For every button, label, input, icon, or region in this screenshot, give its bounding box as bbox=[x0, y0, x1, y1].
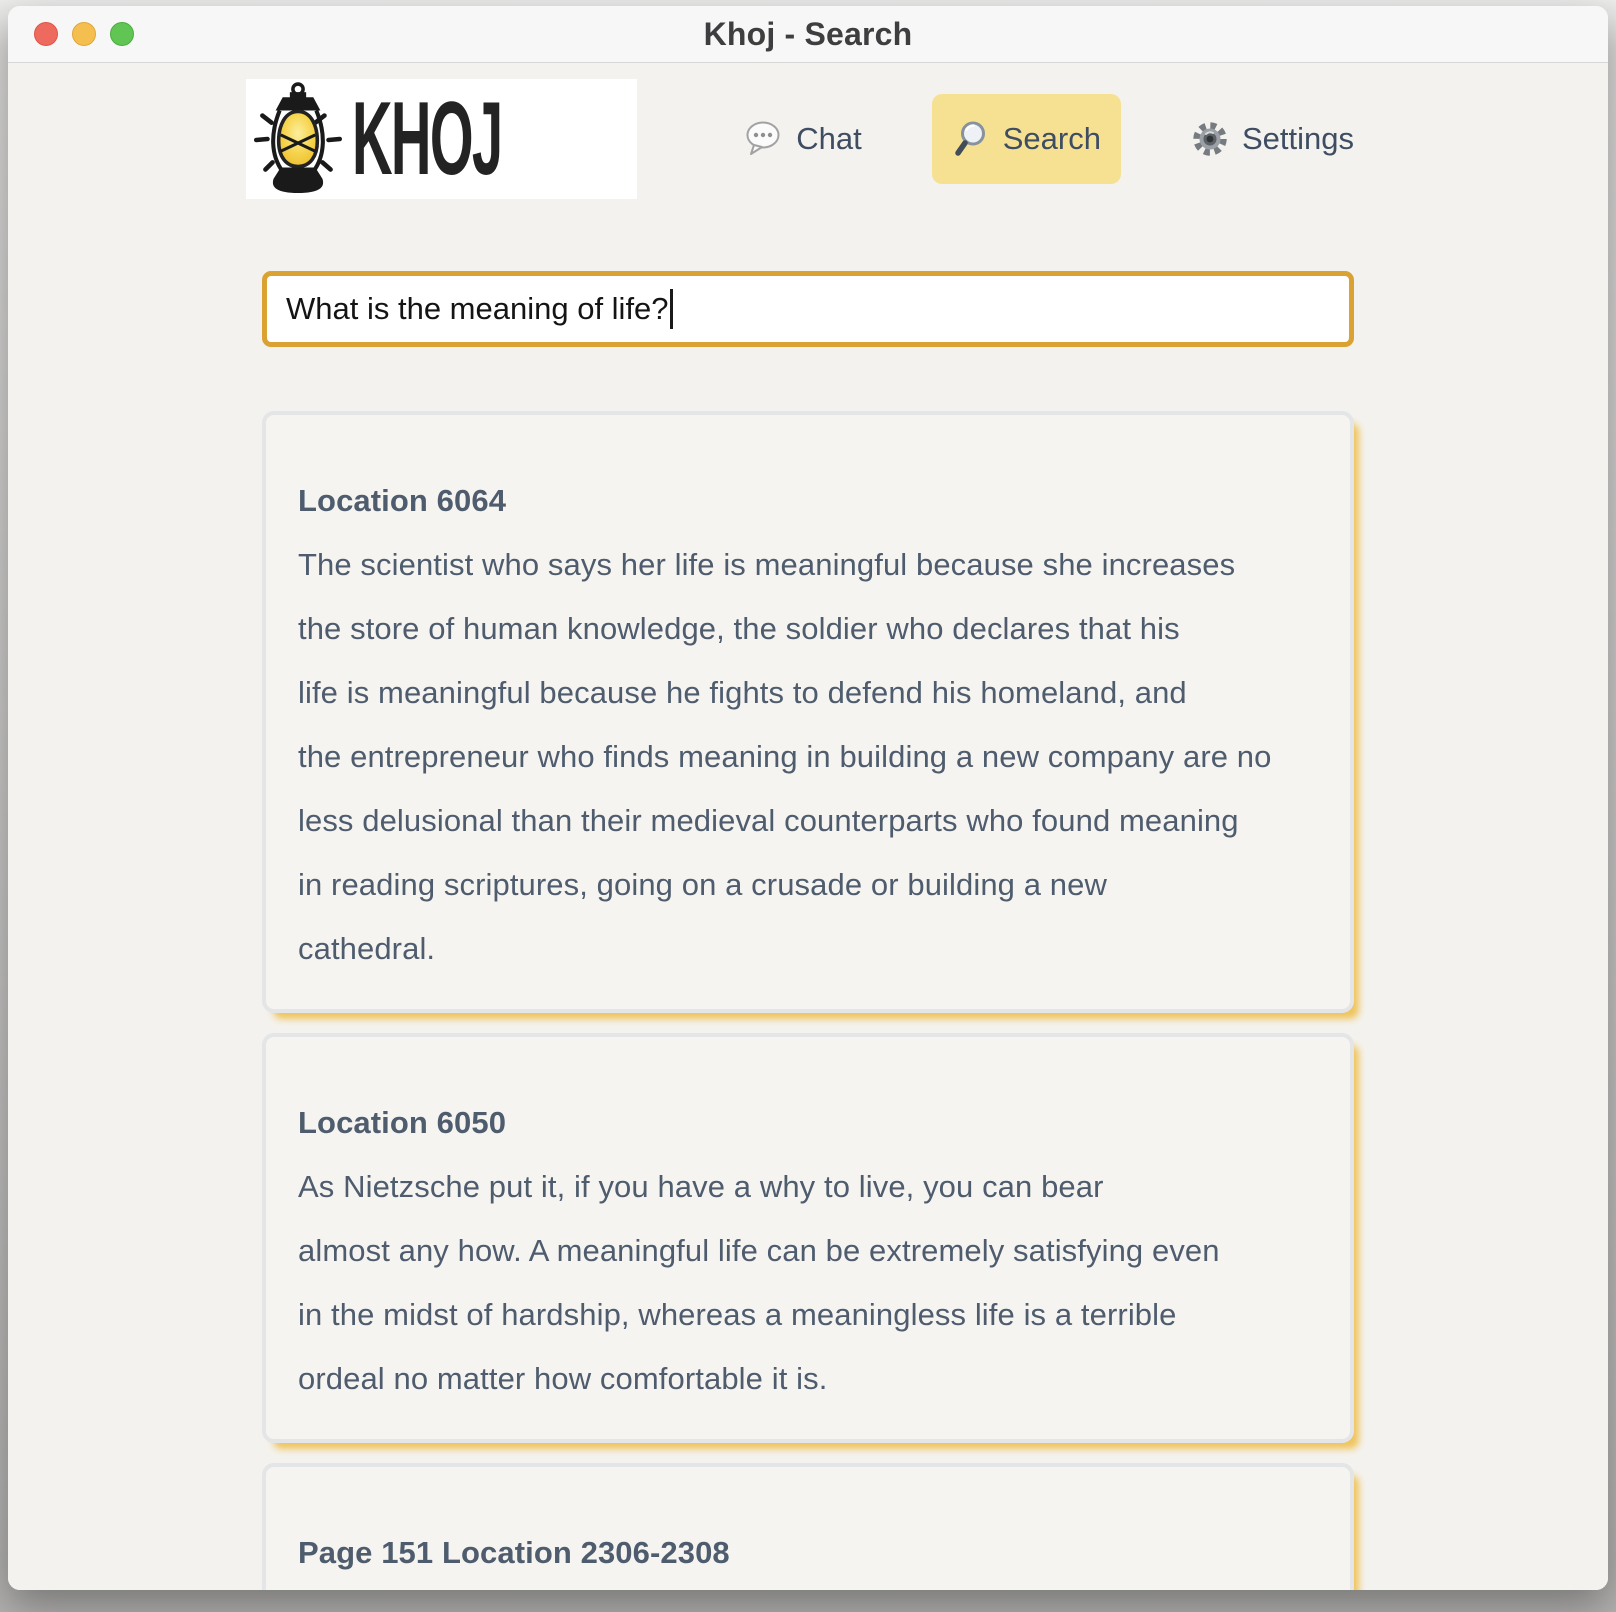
traffic-lights bbox=[34, 22, 134, 46]
result-line: the store of human knowledge, the soldie… bbox=[298, 611, 1180, 646]
result-heading: Page 151 Location 2306-2308 bbox=[298, 1535, 730, 1570]
lantern-icon bbox=[250, 82, 346, 196]
nav-label-chat: Chat bbox=[796, 121, 862, 156]
result-card[interactable]: Location 6050 As Nietzsche put it, if yo… bbox=[262, 1033, 1354, 1443]
result-line: in reading scriptures, going on a crusad… bbox=[298, 867, 1107, 902]
search-query-text: What is the meaning of life? bbox=[286, 291, 669, 326]
result-body: The scientist who says her life is meani… bbox=[298, 533, 1318, 981]
gear-icon bbox=[1191, 120, 1229, 158]
result-line: ordeal no matter how comfortable it is. bbox=[298, 1361, 828, 1396]
speech-bubble-icon bbox=[743, 119, 783, 159]
result-heading: Location 6050 bbox=[298, 1105, 507, 1140]
result-line: less delusional than their medieval coun… bbox=[298, 803, 1239, 838]
magnifier-icon bbox=[952, 120, 990, 158]
result-body: As Nietzsche put it, if you have a why t… bbox=[298, 1155, 1318, 1411]
result-line: life is meaningful because he fights to … bbox=[298, 675, 1187, 710]
nav-item-settings[interactable]: Settings bbox=[1185, 112, 1360, 166]
main-nav: Chat Search bbox=[737, 94, 1360, 184]
top-bar: KHOJ Chat bbox=[246, 79, 1360, 199]
result-line: the entrepreneur who finds meaning in bu… bbox=[298, 739, 1272, 774]
search-input[interactable]: What is the meaning of life? bbox=[262, 271, 1354, 347]
minimize-button[interactable] bbox=[72, 22, 96, 46]
zoom-button[interactable] bbox=[110, 22, 134, 46]
results-list: Location 6064 The scientist who says her… bbox=[262, 411, 1354, 1590]
app-content: KHOJ Chat bbox=[8, 63, 1608, 1590]
nav-item-chat[interactable]: Chat bbox=[737, 111, 867, 167]
result-line: almost any how. A meaningful life can be… bbox=[298, 1233, 1220, 1268]
result-card[interactable]: Location 6064 The scientist who says her… bbox=[262, 411, 1354, 1013]
title-bar: Khoj - Search bbox=[8, 6, 1608, 63]
nav-item-search[interactable]: Search bbox=[931, 94, 1121, 184]
result-heading: Location 6064 bbox=[298, 483, 507, 518]
result-line: cathedral. bbox=[298, 931, 436, 966]
result-body: The proper ending for any story about pe… bbox=[298, 1585, 1318, 1590]
nav-label-search: Search bbox=[1002, 121, 1101, 156]
result-line: The scientist who says her life is meani… bbox=[298, 547, 1236, 582]
khoj-logo[interactable]: KHOJ bbox=[246, 79, 637, 199]
text-caret bbox=[669, 289, 673, 329]
brand-wordmark: KHOJ bbox=[352, 81, 503, 197]
result-line: The proper ending for any story about pe… bbox=[298, 1585, 1318, 1590]
result-line: As Nietzsche put it, if you have a why t… bbox=[298, 1169, 1104, 1204]
nav-label-settings: Settings bbox=[1241, 121, 1354, 156]
result-card[interactable]: Page 151 Location 2306-2308 The proper e… bbox=[262, 1463, 1354, 1590]
window-title: Khoj - Search bbox=[703, 15, 913, 52]
result-line: in the midst of hardship, whereas a mean… bbox=[298, 1297, 1177, 1332]
app-window: Khoj - Search bbox=[8, 6, 1608, 1590]
close-button[interactable] bbox=[34, 22, 58, 46]
